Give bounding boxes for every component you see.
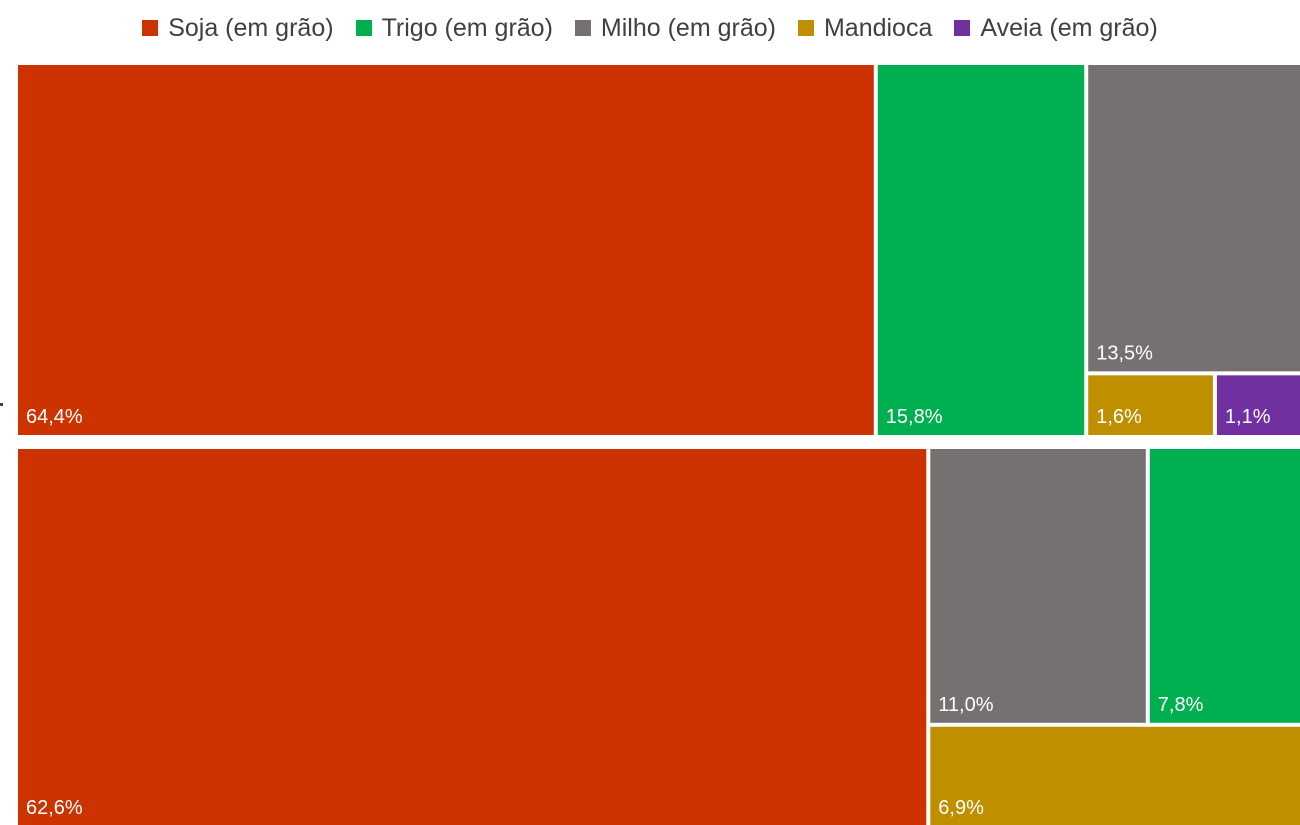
legend-swatch-trigo xyxy=(355,20,372,36)
legend-label-soja: Soja (em grão) xyxy=(168,13,334,42)
legend-swatch-milho xyxy=(574,20,591,36)
treemap-tile-soja-em-gr-o-group-2 xyxy=(18,449,927,825)
axis-tick-mark xyxy=(0,403,3,406)
treemap-label-trigo-em-gr-o-group-1: 15,8% xyxy=(886,406,943,428)
treemap-label-milho-em-gr-o-group-1: 13,5% xyxy=(1096,342,1153,364)
legend-item-trigo: Trigo (em grão) xyxy=(355,13,553,43)
treemap-label-soja-em-gr-o-group-2: 62,6% xyxy=(26,797,83,819)
legend-item-milho: Milho (em grão) xyxy=(574,13,776,43)
treemap-tile-mandioca-group-1 xyxy=(1088,375,1213,435)
legend-label-mandioca: Mandioca xyxy=(823,13,933,42)
chart-legend: Soja (em grão) Trigo (em grão) Milho (em… xyxy=(0,8,1300,48)
legend-swatch-soja xyxy=(142,20,159,36)
treemap-tile-trigo-em-gr-o-group-2 xyxy=(1149,449,1300,723)
treemap-label-milho-em-gr-o-group-2: 11,0% xyxy=(938,694,993,716)
treemap-tile-mandioca-group-2 xyxy=(930,726,1300,825)
legend-swatch-mandioca xyxy=(797,20,814,36)
legend-item-mandioca: Mandioca xyxy=(797,13,933,43)
legend-label-trigo: Trigo (em grão) xyxy=(381,13,553,42)
legend-label-aveia: Aveia (em grão) xyxy=(980,13,1158,42)
treemap-tile-milho-em-gr-o-group-2 xyxy=(930,449,1146,723)
legend-label-milho: Milho (em grão) xyxy=(600,13,776,42)
treemap-tile-milho-em-gr-o-group-1 xyxy=(1088,65,1300,372)
treemap-tile-aveia-em-gr-o-group-1 xyxy=(1216,375,1300,435)
treemap-label-trigo-em-gr-o-group-2: 7,8% xyxy=(1158,694,1204,716)
treemap-label-mandioca-group-1: 1,6% xyxy=(1096,406,1142,428)
treemap-label-aveia-em-gr-o-group-1: 1,1% xyxy=(1225,406,1271,428)
treemap-tile-trigo-em-gr-o-group-1 xyxy=(877,65,1085,435)
treemap-label-mandioca-group-2: 6,9% xyxy=(938,797,984,819)
legend-item-soja: Soja (em grão) xyxy=(142,13,334,43)
treemap-tile-soja-em-gr-o-group-1 xyxy=(18,65,874,435)
legend-item-aveia: Aveia (em grão) xyxy=(954,13,1158,43)
legend-swatch-aveia xyxy=(954,20,971,36)
treemap-label-soja-em-gr-o-group-1: 64,4% xyxy=(26,406,83,428)
